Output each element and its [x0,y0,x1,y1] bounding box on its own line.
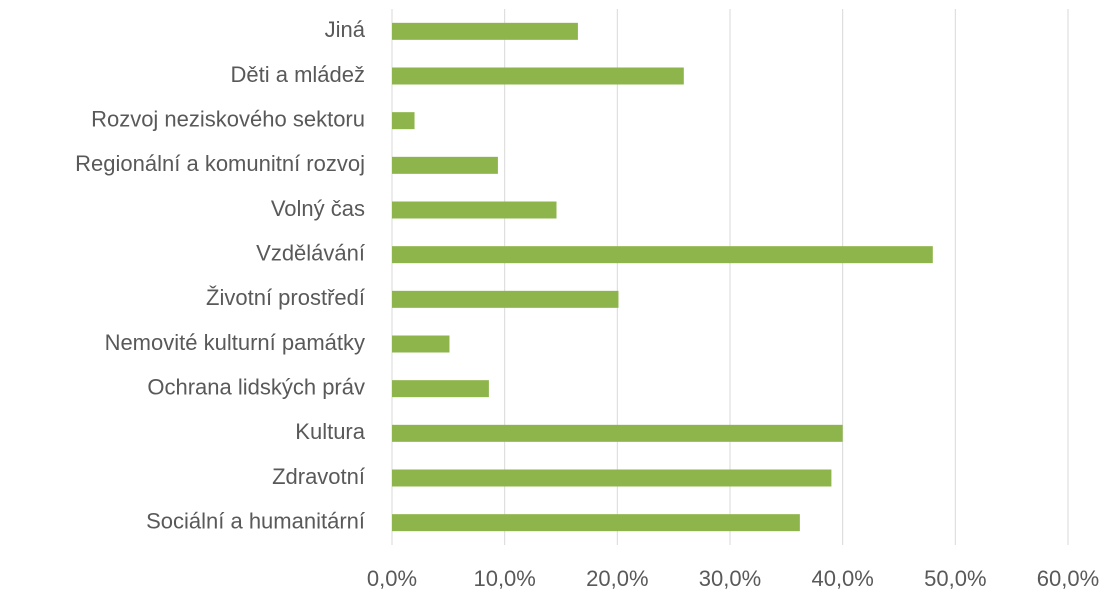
bar [392,201,557,219]
y-tick-label: Zdravotní [272,464,365,489]
y-tick-label: Nemovité kulturní památky [105,330,365,355]
y-tick-label: Sociální a humanitární [146,508,365,533]
y-tick-label: Kultura [295,419,365,444]
x-tick-label: 20,0% [586,566,648,591]
y-tick-label: Děti a mládež [230,62,365,87]
bar [392,469,832,487]
x-tick-label: 10,0% [473,566,535,591]
bar [392,67,684,85]
y-tick-label: Vzdělávání [256,240,365,265]
x-tick-label: 50,0% [924,566,986,591]
y-tick-label: Jiná [325,17,366,42]
bar [392,514,800,532]
x-tick-label: 60,0% [1037,566,1099,591]
bar [392,112,415,130]
x-tick-label: 40,0% [811,566,873,591]
x-tick-label: 30,0% [699,566,761,591]
bar [392,290,619,308]
y-tick-label: Volný čas [271,196,365,221]
bar [392,246,933,264]
x-tick-label: 0,0% [367,566,417,591]
bar [392,156,498,174]
bar [392,424,843,442]
y-tick-label: Regionální a komunitní rozvoj [75,151,365,176]
bar [392,380,489,398]
y-tick-label: Rozvoj neziskového sektoru [91,106,365,131]
y-tick-label: Ochrana lidských práv [147,374,365,399]
bar [392,335,450,353]
bar [392,22,578,40]
y-tick-label: Životní prostředí [206,285,365,310]
